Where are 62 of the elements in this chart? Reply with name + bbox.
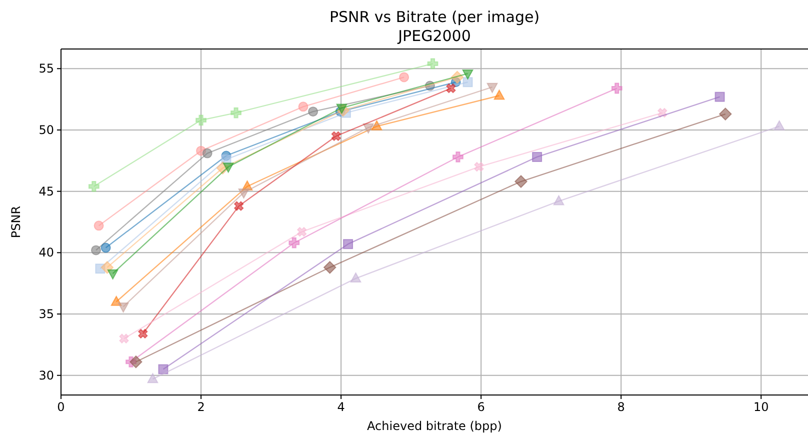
- y-tick-label: 35: [38, 307, 54, 322]
- point: [230, 107, 242, 118]
- point: [427, 58, 438, 70]
- point: [202, 148, 212, 158]
- point: [331, 131, 341, 141]
- chart-subtitle: JPEG2000: [397, 27, 471, 45]
- point: [474, 162, 484, 172]
- point: [234, 201, 244, 211]
- point: [119, 334, 129, 344]
- point: [91, 245, 102, 256]
- y-axis-title: PSNR: [9, 206, 23, 238]
- point: [611, 82, 622, 94]
- point: [446, 83, 456, 94]
- point: [450, 70, 464, 84]
- point: [462, 69, 474, 80]
- x-axis-title: Achieved bitrate (bpp): [367, 419, 502, 433]
- point: [100, 261, 114, 274]
- point: [774, 120, 785, 130]
- y-tick-label: 30: [38, 368, 54, 382]
- x-tick-label: 10: [753, 400, 769, 414]
- point: [298, 102, 308, 112]
- point: [362, 123, 374, 134]
- x-tick-label: 6: [477, 400, 485, 414]
- point: [343, 239, 354, 250]
- y-tick-label: 45: [38, 184, 54, 198]
- x-tick-label: 0: [57, 400, 65, 414]
- point: [118, 302, 129, 313]
- point: [514, 175, 528, 188]
- point: [100, 242, 111, 253]
- point: [158, 364, 168, 374]
- y-tick-label: 40: [38, 246, 54, 260]
- point: [494, 90, 505, 100]
- point: [297, 227, 307, 237]
- point: [452, 152, 464, 162]
- point: [222, 162, 234, 173]
- point: [486, 82, 498, 93]
- point: [350, 272, 362, 283]
- y-tick-label: 55: [38, 62, 54, 76]
- point: [719, 108, 732, 120]
- point: [94, 220, 104, 231]
- point: [336, 104, 348, 114]
- point: [553, 195, 564, 206]
- x-tick-label: 8: [617, 400, 625, 414]
- x-tick-label: 2: [197, 400, 205, 414]
- point: [308, 106, 318, 117]
- point: [532, 152, 542, 162]
- x-tick-label: 4: [337, 400, 345, 414]
- point: [323, 261, 336, 274]
- y-tick-label: 50: [38, 122, 54, 137]
- point: [130, 356, 142, 368]
- point: [371, 120, 382, 130]
- chart-title: PSNR vs Bitrate (per image): [329, 8, 540, 26]
- point: [107, 269, 118, 280]
- point: [462, 77, 473, 88]
- point: [288, 237, 300, 248]
- point: [147, 373, 158, 384]
- point: [88, 180, 100, 192]
- point: [714, 92, 725, 102]
- point: [399, 72, 410, 82]
- point: [238, 188, 250, 198]
- point: [138, 328, 148, 338]
- point: [196, 114, 206, 126]
